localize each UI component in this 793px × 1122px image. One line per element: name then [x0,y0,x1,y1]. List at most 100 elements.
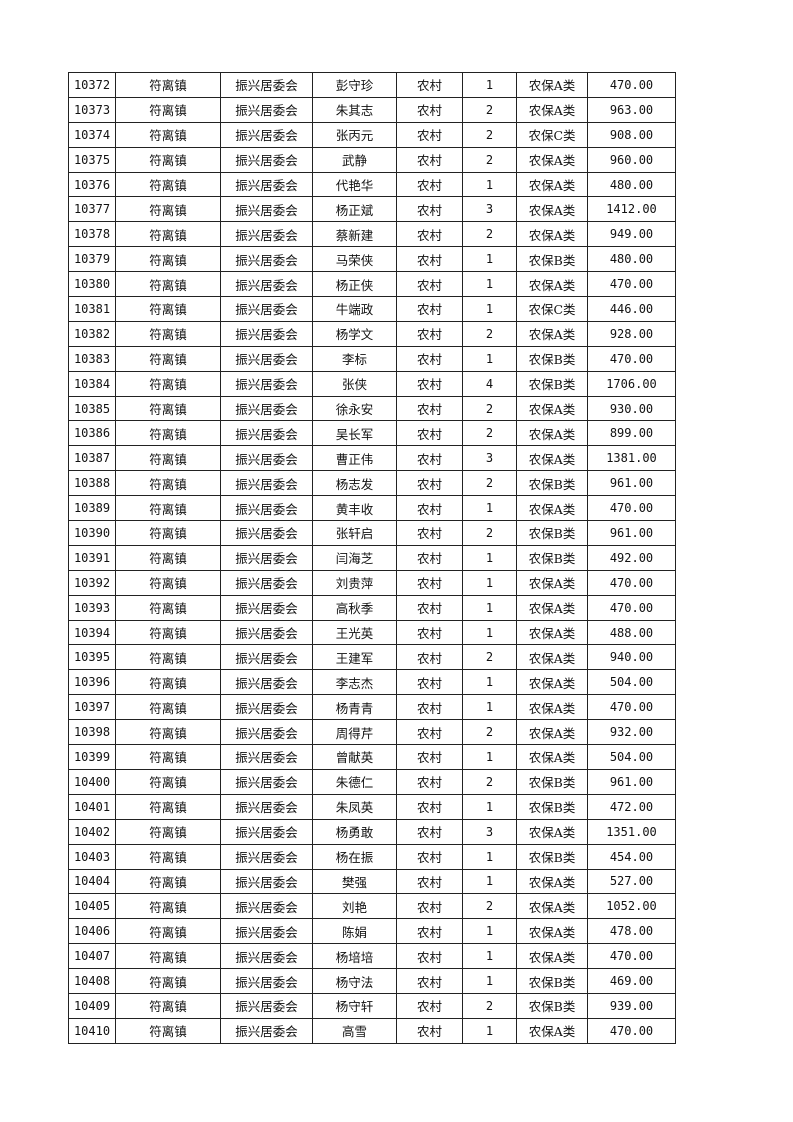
table-row: 10397 符离镇 振兴居委会 杨青青 农村 1 农保A类 470.00 [68,694,676,721]
table-row: 10373 符离镇 振兴居委会 朱其志 农村 2 农保A类 963.00 [68,96,676,123]
type-cell: 农村 [396,569,463,596]
id-cell: 10393 [68,594,116,621]
town-cell: 符离镇 [115,271,221,298]
committee-cell: 振兴居委会 [220,992,313,1019]
category-cell: 农保B类 [516,768,588,795]
type-cell: 农村 [396,843,463,870]
table-row: 10400 符离镇 振兴居委会 朱德仁 农村 2 农保B类 961.00 [68,768,676,795]
name-cell: 樊强 [312,868,397,895]
amount-cell: 504.00 [587,744,676,770]
committee-cell: 振兴居委会 [220,619,313,646]
name-cell: 曹正伟 [312,445,397,472]
amount-cell: 1706.00 [587,370,676,397]
committee-cell: 振兴居委会 [220,271,313,298]
name-cell: 杨培培 [312,943,397,970]
town-cell: 符离镇 [115,171,221,198]
count-cell: 2 [462,719,517,746]
category-cell: 农保A类 [516,619,588,646]
amount-cell: 454.00 [587,843,676,870]
amount-cell: 504.00 [587,669,676,696]
town-cell: 符离镇 [115,320,221,347]
name-cell: 曾献英 [312,744,397,770]
name-cell: 朱德仁 [312,768,397,795]
name-cell: 杨青青 [312,694,397,721]
type-cell: 农村 [396,196,463,223]
table-row: 10405 符离镇 振兴居委会 刘艳 农村 2 农保A类 1052.00 [68,893,676,920]
name-cell: 张侠 [312,370,397,397]
name-cell: 闫海芝 [312,544,397,571]
category-cell: 农保A类 [516,893,588,920]
id-cell: 10406 [68,918,116,945]
amount-cell: 932.00 [587,719,676,746]
category-cell: 农保A类 [516,146,588,173]
town-cell: 符离镇 [115,495,221,522]
amount-cell: 470.00 [587,569,676,596]
count-cell: 2 [462,96,517,123]
id-cell: 10384 [68,370,116,397]
type-cell: 农村 [396,943,463,970]
id-cell: 10398 [68,719,116,746]
town-cell: 符离镇 [115,345,221,372]
name-cell: 张丙元 [312,121,397,148]
type-cell: 农村 [396,619,463,646]
count-cell: 1 [462,345,517,372]
name-cell: 代艳华 [312,171,397,198]
type-cell: 农村 [396,694,463,721]
count-cell: 1 [462,793,517,820]
type-cell: 农村 [396,992,463,1019]
name-cell: 杨守轩 [312,992,397,1019]
name-cell: 杨守法 [312,968,397,994]
amount-cell: 908.00 [587,121,676,148]
amount-cell: 470.00 [587,271,676,298]
town-cell: 符离镇 [115,669,221,696]
type-cell: 农村 [396,370,463,397]
count-cell: 1 [462,843,517,870]
town-cell: 符离镇 [115,992,221,1019]
amount-cell: 961.00 [587,768,676,795]
category-cell: 农保A类 [516,1017,588,1044]
count-cell: 2 [462,395,517,422]
count-cell: 1 [462,868,517,895]
committee-cell: 振兴居委会 [220,445,313,472]
name-cell: 杨勇敢 [312,818,397,845]
id-cell: 10410 [68,1017,116,1044]
committee-cell: 振兴居委会 [220,146,313,173]
amount-cell: 1052.00 [587,893,676,920]
town-cell: 符离镇 [115,520,221,546]
count-cell: 1 [462,694,517,721]
type-cell: 农村 [396,644,463,671]
committee-cell: 振兴居委会 [220,221,313,248]
table-row: 10392 符离镇 振兴居委会 刘贵萍 农村 1 农保A类 470.00 [68,569,676,596]
town-cell: 符离镇 [115,619,221,646]
town-cell: 符离镇 [115,146,221,173]
count-cell: 1 [462,1017,517,1044]
name-cell: 朱其志 [312,96,397,123]
id-cell: 10385 [68,395,116,422]
town-cell: 符离镇 [115,893,221,920]
count-cell: 1 [462,544,517,571]
name-cell: 李志杰 [312,669,397,696]
type-cell: 农村 [396,868,463,895]
count-cell: 1 [462,72,517,98]
amount-cell: 961.00 [587,520,676,546]
name-cell: 周得芹 [312,719,397,746]
committee-cell: 振兴居委会 [220,395,313,422]
name-cell: 蔡新建 [312,221,397,248]
category-cell: 农保A类 [516,818,588,845]
town-cell: 符离镇 [115,470,221,497]
id-cell: 10407 [68,943,116,970]
id-cell: 10397 [68,694,116,721]
town-cell: 符离镇 [115,72,221,98]
category-cell: 农保B类 [516,843,588,870]
table-row: 10387 符离镇 振兴居委会 曹正伟 农村 3 农保A类 1381.00 [68,445,676,472]
town-cell: 符离镇 [115,296,221,322]
name-cell: 彭守珍 [312,72,397,98]
id-cell: 10399 [68,744,116,770]
count-cell: 1 [462,495,517,522]
town-cell: 符离镇 [115,395,221,422]
town-cell: 符离镇 [115,420,221,447]
table-row: 10408 符离镇 振兴居委会 杨守法 农村 1 农保B类 469.00 [68,968,676,994]
amount-cell: 480.00 [587,171,676,198]
type-cell: 农村 [396,395,463,422]
category-cell: 农保B类 [516,370,588,397]
